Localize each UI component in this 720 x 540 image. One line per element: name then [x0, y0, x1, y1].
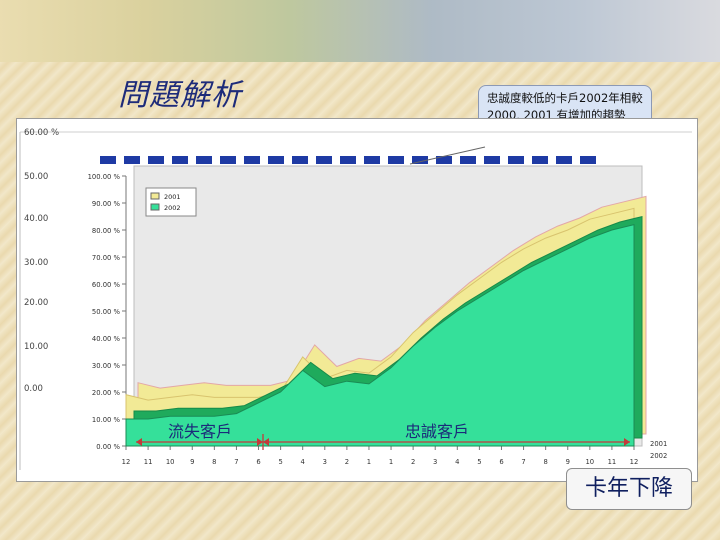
annotation-loyal-customers: 忠誠客戶	[405, 422, 469, 441]
top-banner	[0, 0, 720, 62]
x-tick-label: 3	[433, 458, 437, 466]
depth-label-2001: 2001	[650, 440, 667, 448]
outer-y-tick-label: 20.00	[24, 298, 48, 308]
y-tick-label: 10.00 %	[92, 416, 121, 424]
x-tick-label: 12	[630, 458, 639, 466]
legend-swatch-2002	[150, 203, 160, 211]
y-tick-label: 40.00 %	[92, 335, 121, 343]
x-tick-label: 10	[166, 458, 175, 466]
outer-y-tick-label: 50.00	[24, 172, 48, 182]
y-tick-label: 20.00 %	[92, 389, 121, 397]
x-tick-label: 6	[499, 458, 503, 466]
x-tick-label: 8	[212, 458, 216, 466]
series-2002-area	[125, 223, 635, 447]
loyal-right-arrow	[624, 438, 630, 446]
y-tick-label: 70.00 %	[92, 254, 121, 262]
x-tick-label: 3	[323, 458, 327, 466]
loyal-left-arrow	[263, 438, 269, 446]
y-tick-label: 80.00 %	[92, 227, 121, 235]
y-tick-label: 50.00 %	[92, 308, 121, 316]
x-tick-label: 4	[455, 458, 459, 466]
outer-y-tick-label: 0.00	[24, 384, 43, 394]
x-tick-label: 4	[301, 458, 305, 466]
legend-label-2001: 2001	[164, 193, 181, 201]
x-tick-label: 9	[190, 458, 194, 466]
y-tick-label: 100.00 %	[88, 173, 121, 181]
x-tick-label: 2	[411, 458, 415, 466]
y-tick-label: 0.00 %	[96, 443, 120, 451]
x-tick-label: 10	[585, 458, 594, 466]
bottom-button[interactable]: 卡年下降	[566, 468, 692, 510]
x-tick-label: 1	[367, 458, 371, 466]
outer-y-tick-label: 10.00	[24, 342, 48, 352]
x-tick-label: 11	[608, 458, 617, 466]
x-tick-label: 6	[256, 458, 260, 466]
legend-label-2002: 2002	[164, 204, 181, 212]
y-tick-label: 30.00 %	[92, 362, 121, 370]
label-layer: 2001 2002 2001 2002 流失客戶 忠誠客戶	[136, 187, 667, 460]
x-tick-label: 12	[122, 458, 131, 466]
y-tick-label: 90.00 %	[92, 200, 121, 208]
y-tick-label: 60.00 %	[92, 281, 121, 289]
callout-pointer	[409, 146, 486, 165]
area-layer	[125, 195, 647, 447]
x-tick-label: 11	[144, 458, 153, 466]
churn-left-arrow	[136, 438, 142, 446]
churn-right-arrow	[257, 438, 263, 446]
x-tick-label: 9	[566, 458, 570, 466]
x-tick-label: 1	[389, 458, 393, 466]
outer-y-tick-label: 60.00 %	[24, 128, 59, 138]
outer-y-tick-label: 30.00	[24, 258, 48, 268]
x-tick-label: 7	[521, 458, 525, 466]
legend-swatch-2001	[150, 192, 160, 200]
x-tick-label: 8	[543, 458, 547, 466]
page-title: 問題解析	[118, 78, 242, 113]
x-tick-label: 7	[234, 458, 238, 466]
depth-label-2002: 2002	[650, 452, 667, 460]
x-tick-label: 5	[477, 458, 481, 466]
x-tick-label: 5	[278, 458, 282, 466]
outer-y-tick-label: 40.00	[24, 214, 48, 224]
x-tick-label: 2	[345, 458, 349, 466]
annotation-churned-customers: 流失客戶	[168, 422, 232, 441]
